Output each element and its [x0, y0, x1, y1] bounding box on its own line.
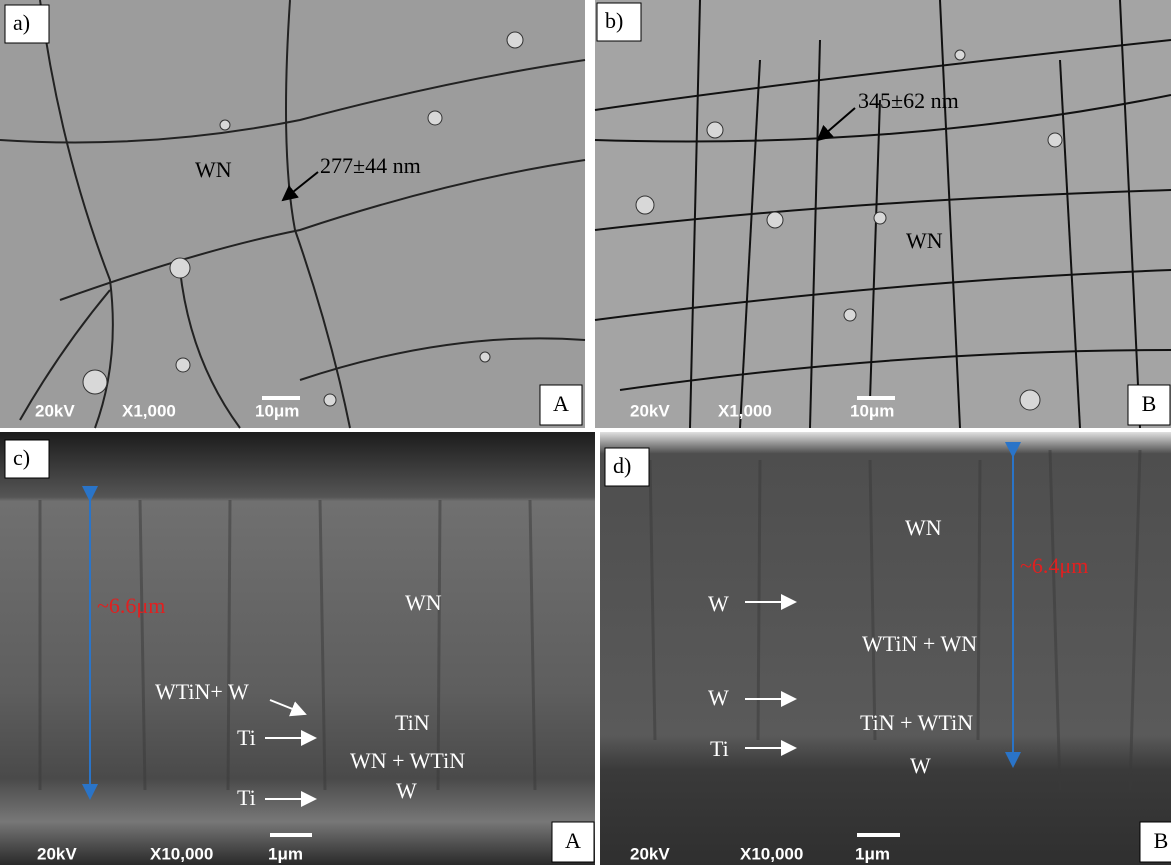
scale-magnification: X1,000 — [718, 401, 772, 420]
scale-magnification: X10,000 — [740, 844, 803, 863]
scale-magnification: X10,000 — [150, 844, 213, 863]
annotation: Ti — [710, 736, 729, 761]
annotation: ~6.4μm — [1020, 553, 1088, 578]
scale-voltage: 20kV — [630, 401, 670, 420]
annotation: WN — [906, 228, 943, 253]
annotation: Ti — [237, 785, 256, 810]
scale-magnification: X1,000 — [122, 401, 176, 420]
annotation: 277±44 nm — [320, 153, 421, 178]
annotation: WN — [195, 157, 232, 182]
corner-label: A — [553, 391, 569, 416]
scale-voltage: 20kV — [37, 844, 77, 863]
annotation: TiN + WTiN — [860, 710, 973, 735]
annotation: W — [708, 685, 729, 710]
panel-label: b) — [605, 8, 623, 33]
annotation: Ti — [237, 725, 256, 750]
scale-scale: 10μm — [255, 401, 299, 420]
scale-voltage: 20kV — [35, 401, 75, 420]
annotation: W — [708, 591, 729, 616]
annotation: TiN — [395, 710, 430, 735]
corner-label: A — [565, 828, 581, 853]
panel-label: a) — [13, 10, 30, 35]
corner-label: B — [1154, 828, 1169, 853]
annotation: W — [396, 778, 417, 803]
scale-voltage: 20kV — [630, 844, 670, 863]
annotation: WTiN+ W — [155, 679, 249, 704]
corner-label: B — [1142, 391, 1157, 416]
panel-label: d) — [613, 453, 631, 478]
annotation: W — [910, 753, 931, 778]
annotation: WN — [905, 515, 942, 540]
annotation: WTiN + WN — [862, 631, 977, 656]
panel-label: c) — [13, 445, 30, 470]
scale-scale: 10μm — [850, 401, 894, 420]
scale-scale: 1μm — [855, 844, 890, 863]
annotation: ~6.6μm — [97, 593, 165, 618]
annotation: WN + WTiN — [350, 748, 465, 773]
scale-scale: 1μm — [268, 844, 303, 863]
page: a) A 20kV X1,000 10μm 277±44 nm WN b) B 20kV X1,00… — [0, 0, 1171, 865]
annotation: 345±62 nm — [858, 88, 959, 113]
figure: a) A 20kV X1,000 10μm 277±44 nm WN b) B 20kV X1,00… — [0, 0, 1171, 865]
annotation: WN — [405, 590, 442, 615]
